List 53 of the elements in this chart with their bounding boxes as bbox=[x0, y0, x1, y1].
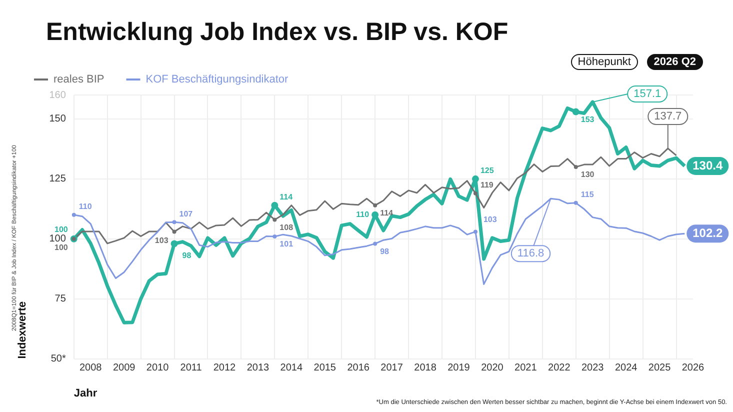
y-tick-label: 150 bbox=[49, 114, 66, 125]
x-tick-label: 2023 bbox=[581, 362, 604, 374]
legend-label: KOF Beschäftigungsindikator bbox=[146, 74, 289, 86]
x-tick-label: 2019 bbox=[448, 362, 470, 374]
y-tick-label: 100 bbox=[49, 234, 66, 245]
x-tick-label: 2018 bbox=[414, 362, 437, 374]
data-label: 116.8 bbox=[517, 248, 544, 260]
x-tick-label: 2013 bbox=[246, 362, 270, 374]
legend-label: reales BIP bbox=[54, 74, 104, 86]
x-tick-label: 2022 bbox=[548, 362, 571, 374]
data-label: 119 bbox=[480, 180, 494, 190]
y-tick-label: 125 bbox=[49, 174, 66, 185]
data-label: 130.4 bbox=[692, 158, 723, 172]
x-tick-label: 2024 bbox=[614, 362, 638, 374]
x-tick-label: 2011 bbox=[180, 362, 202, 374]
chart-title: Entwicklung Job Index vs. BIP vs. KOF bbox=[46, 18, 508, 47]
data-label: 157.1 bbox=[634, 88, 662, 100]
x-tick-label: 2026 bbox=[682, 362, 705, 374]
x-tick-label: 2016 bbox=[347, 362, 370, 374]
y-tick-label: 75 bbox=[54, 294, 66, 305]
x-tick-label: 2020 bbox=[481, 362, 504, 374]
x-tick-label: 2010 bbox=[146, 362, 170, 374]
data-label: 102.2 bbox=[692, 226, 723, 240]
text: 2026 Q2 bbox=[646, 54, 703, 70]
data-label: 103 bbox=[154, 236, 169, 245]
x-axis-title: Jahr bbox=[74, 387, 98, 400]
data-label: 114 bbox=[380, 208, 394, 218]
x-tick-label: 2017 bbox=[380, 362, 404, 374]
y-axis-title: Indexwerte bbox=[16, 301, 29, 359]
x-tick-label: 2021 bbox=[514, 362, 538, 374]
data-label: 101 bbox=[280, 240, 294, 249]
data-label: 103 bbox=[483, 214, 498, 224]
data-label: 98 bbox=[182, 250, 192, 260]
data-label: 115 bbox=[580, 190, 594, 200]
x-tick-label: 2025 bbox=[648, 362, 672, 374]
data-label: 110 bbox=[78, 202, 92, 212]
x-tick-label: 2009 bbox=[112, 362, 136, 374]
x-tick-label: 2014 bbox=[280, 362, 303, 374]
x-tick-label: 2015 bbox=[314, 362, 336, 374]
data-label: 130 bbox=[580, 170, 595, 180]
data-label: 98 bbox=[380, 246, 390, 256]
text: Höhepunkt bbox=[570, 54, 638, 70]
data-label: 107 bbox=[179, 209, 194, 218]
data-label: 125 bbox=[480, 166, 494, 176]
x-tick-label: 2012 bbox=[213, 362, 236, 374]
data-label: 153 bbox=[580, 114, 595, 124]
x-tick-label: 2008 bbox=[79, 362, 102, 374]
y-tick-label: 160 bbox=[49, 90, 66, 101]
data-label: 108 bbox=[280, 222, 294, 232]
data-label: 137.7 bbox=[654, 110, 682, 123]
data-label: 110 bbox=[356, 210, 370, 220]
data-label: 114 bbox=[280, 192, 294, 202]
y-tick-label: 50* bbox=[50, 354, 66, 365]
